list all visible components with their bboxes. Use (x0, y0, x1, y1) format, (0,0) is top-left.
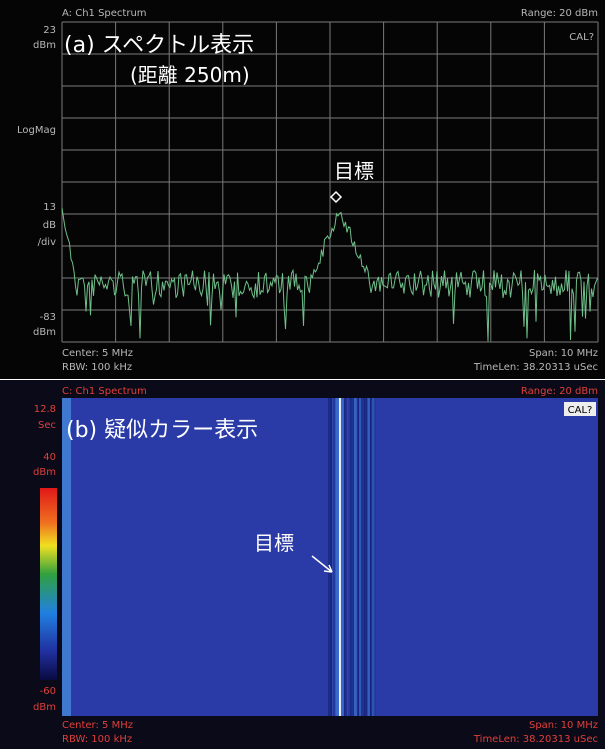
center: Center: 5 MHz (62, 720, 133, 731)
streak (345, 398, 348, 716)
color-scale (40, 488, 57, 680)
streak (368, 398, 369, 716)
range: Range: 20 dBm (521, 386, 598, 397)
streak (350, 398, 352, 716)
bottom-unit: dBm (33, 702, 56, 713)
range: Range: 20 dBm (521, 8, 598, 19)
streak (354, 398, 357, 716)
time-len: TimeLen: 38.20313 uSec (473, 362, 598, 373)
scale-mode: LogMag (17, 125, 56, 136)
top-unit: dBm (33, 40, 56, 51)
bottom-unit: dBm (33, 327, 56, 338)
span: Span: 10 MHz (529, 720, 598, 731)
streak (363, 398, 365, 716)
span: Span: 10 MHz (529, 348, 598, 359)
cal-indicator: CAL? (568, 405, 593, 416)
streak (359, 398, 361, 716)
streak (361, 398, 363, 716)
top-value: 40 (43, 452, 56, 463)
cal-indicator: CAL? (569, 32, 594, 43)
scale-value: 13 (43, 202, 56, 213)
edge-band (62, 398, 71, 716)
center: Center: 5 MHz (62, 348, 133, 359)
streak (373, 398, 374, 716)
caption-sub: (距離 250m) (130, 63, 250, 87)
time-len: TimeLen: 38.20313 uSec (473, 734, 598, 745)
streak (330, 398, 332, 716)
time-unit: Sec (38, 420, 56, 431)
time-value: 12.8 (34, 404, 56, 415)
caption: (a) スペクトル表示 (64, 33, 254, 58)
streak (366, 398, 367, 716)
scale-unit: dB (43, 220, 56, 231)
panel-title: C: Ch1 Spectrum (62, 386, 147, 397)
panel-title: A: Ch1 Spectrum (62, 8, 147, 19)
bottom-value: -60 (40, 686, 56, 697)
rbw: RBW: 100 kHz (62, 734, 132, 745)
target-streaks (328, 398, 375, 716)
scale-per: /div (38, 237, 56, 248)
target-label: 目標 (334, 159, 374, 183)
top-value: 23 (43, 25, 56, 36)
bottom-value: -83 (40, 312, 56, 323)
analyzer-screen: A: Ch1 Spectrum Range: 20 dBm 23 dBm Log… (0, 0, 605, 749)
caption: (b) 疑似カラー表示 (66, 418, 258, 443)
streak (336, 398, 338, 716)
streak (353, 398, 354, 716)
top-unit: dBm (33, 467, 56, 478)
rbw: RBW: 100 kHz (62, 362, 132, 373)
streak (372, 398, 373, 716)
target-label: 目標 (254, 531, 294, 555)
